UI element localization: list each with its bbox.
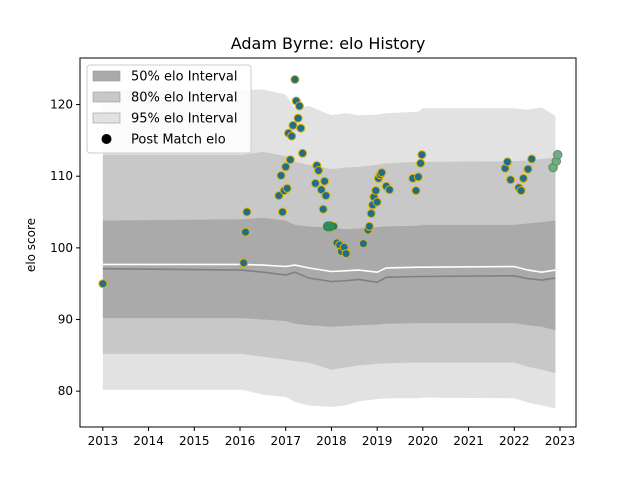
x-tick-label: 2020 <box>408 434 439 448</box>
elo-point <box>366 209 376 218</box>
legend-label: 80% elo Interval <box>131 91 238 106</box>
x-tick-label: 2015 <box>179 434 210 448</box>
elo-point <box>293 113 303 123</box>
band-50 <box>102 217 556 331</box>
elo-point <box>364 221 374 231</box>
legend: 50% elo Interval 80% elo Interval 95% elo … <box>86 64 252 154</box>
elo-point <box>242 207 252 217</box>
legend-label: Post Match elo <box>131 133 226 148</box>
elo-point <box>527 154 537 164</box>
elo-point <box>416 158 426 168</box>
elo-point <box>372 197 382 207</box>
elo-point <box>316 185 326 195</box>
legend-swatch <box>92 112 121 124</box>
elo-point <box>290 75 300 84</box>
elo-point <box>385 185 394 195</box>
y-tick-label: 110 <box>50 169 73 183</box>
elo-point <box>516 186 526 196</box>
elo-point <box>296 123 306 133</box>
x-tick-label: 2021 <box>453 434 484 448</box>
elo-point <box>278 207 287 217</box>
x-tick-label: 2022 <box>499 434 530 448</box>
x-tick-label: 2018 <box>316 434 347 448</box>
y-tick-label: 80 <box>58 384 73 398</box>
x-tick-label: 2023 <box>545 434 576 448</box>
mean-line <box>102 263 556 274</box>
x-axis: 2013 2014 2015 2016 2017 2018 2019 2020 2021 2022… <box>88 427 576 448</box>
elo-point <box>241 227 250 237</box>
elo-point <box>298 148 308 158</box>
elo-point <box>417 150 427 160</box>
elo-point <box>285 155 295 165</box>
legend-marker <box>101 134 112 144</box>
legend-swatch <box>92 91 121 103</box>
elo-point <box>411 186 421 196</box>
elo-point <box>294 101 304 111</box>
elo-point <box>377 168 387 178</box>
y-axis: 80 90 100 110 120 <box>50 98 80 398</box>
plot-frame <box>79 57 577 428</box>
elo-point <box>506 175 516 185</box>
elo-point <box>314 166 324 175</box>
elo-point <box>276 171 286 180</box>
legend-box <box>86 64 252 154</box>
elo-point <box>274 191 284 201</box>
elo-point <box>502 157 512 167</box>
y-tick-label: 120 <box>50 98 73 112</box>
x-tick-label: 2017 <box>270 434 301 448</box>
elo-point <box>320 176 330 186</box>
elo-point <box>321 191 331 201</box>
x-tick-label: 2014 <box>133 434 164 448</box>
elo-point <box>341 249 351 259</box>
elo-point <box>310 178 320 188</box>
y-axis-label: elo score <box>24 218 38 272</box>
plot-area <box>98 75 563 409</box>
legend-label: 95% elo Interval <box>131 112 238 127</box>
elo-point <box>282 183 292 193</box>
legend-swatch <box>92 70 121 82</box>
elo-point <box>239 258 249 268</box>
median-line <box>102 267 556 284</box>
elo-point <box>287 131 297 141</box>
y-tick-label: 90 <box>58 313 73 327</box>
elo-point <box>518 173 528 183</box>
elo-point <box>288 120 298 130</box>
y-tick-label: 100 <box>50 241 73 255</box>
elo-point <box>553 150 563 160</box>
chart-title: Adam Byrne: elo History <box>231 34 426 53</box>
elo-point <box>318 204 328 214</box>
elo-point <box>523 164 533 174</box>
elo-point <box>98 279 108 289</box>
elo-point <box>413 172 423 182</box>
x-tick-label: 2016 <box>225 434 256 448</box>
x-tick-label: 2019 <box>362 434 393 448</box>
x-tick-label: 2013 <box>88 434 119 448</box>
legend-label: 50% elo Interval <box>131 70 238 85</box>
elo-point <box>281 162 291 172</box>
elo-point <box>325 221 336 232</box>
elo-point <box>371 186 381 196</box>
elo-point <box>358 239 368 249</box>
